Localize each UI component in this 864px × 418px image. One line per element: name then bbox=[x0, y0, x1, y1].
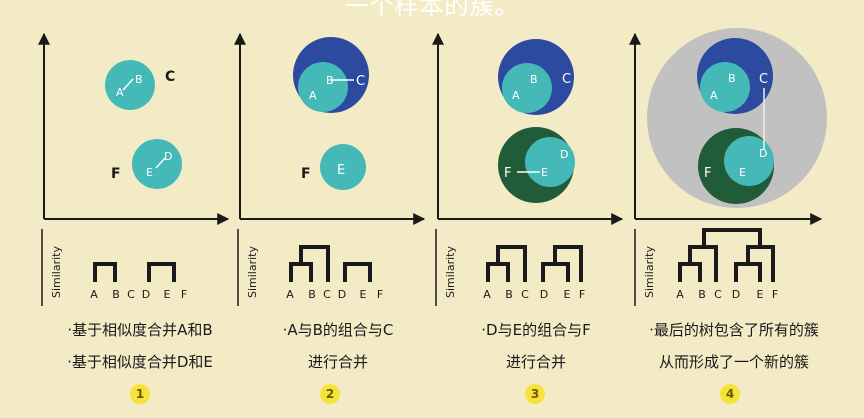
cluster-de-circle bbox=[132, 139, 182, 189]
point-f-label: F bbox=[301, 166, 311, 182]
point-c-label: C bbox=[165, 69, 175, 85]
dendrogram bbox=[486, 245, 583, 282]
point-b-label: B bbox=[135, 73, 143, 86]
leaf-f: F bbox=[377, 288, 383, 301]
point-f-label: F bbox=[111, 166, 121, 182]
caption-panel-3: ·D与E的组合与F 进行合并 bbox=[438, 314, 634, 378]
leaf-f: F bbox=[772, 288, 778, 301]
panel-3: A B C D E F Similarity A B C D E F bbox=[432, 32, 624, 306]
caption-panel-2: ·A与B的组合与C 进行合并 bbox=[240, 314, 436, 378]
cluster-ab-circle bbox=[105, 60, 155, 110]
cluster-all-circle bbox=[647, 28, 827, 208]
dendrogram bbox=[289, 245, 372, 282]
leaf-d: D bbox=[732, 288, 740, 301]
point-d-label: D bbox=[164, 150, 172, 163]
leaf-f: F bbox=[181, 288, 187, 301]
point-d-label: D bbox=[759, 147, 767, 160]
caption-line: ·A与B的组合与C bbox=[282, 321, 394, 339]
point-a-label: A bbox=[309, 89, 317, 102]
panel-1: A B C D E F Similarity A B C D E F bbox=[38, 32, 230, 306]
cluster-ab-circle bbox=[700, 62, 750, 112]
dendrogram bbox=[93, 262, 176, 282]
caption-line: ·基于相似度合并D和E bbox=[67, 353, 213, 371]
leaf-a: A bbox=[286, 288, 294, 301]
point-c-label: C bbox=[356, 74, 365, 89]
leaf-b: B bbox=[505, 288, 513, 301]
link-a-b bbox=[122, 78, 134, 91]
similarity-label: Similarity bbox=[643, 246, 656, 298]
point-e-label: E bbox=[146, 166, 153, 179]
leaf-b: B bbox=[698, 288, 706, 301]
point-b-label: B bbox=[728, 72, 736, 85]
point-a-label: A bbox=[512, 89, 520, 102]
leaf-c: C bbox=[521, 288, 529, 301]
caption-line: ·最后的树包含了所有的簇 bbox=[649, 321, 819, 339]
point-d-label: D bbox=[560, 148, 568, 161]
point-b-label: B bbox=[326, 74, 334, 87]
point-e-label: E bbox=[541, 166, 548, 179]
caption-line: 进行合并 bbox=[307, 353, 368, 371]
leaf-e: E bbox=[757, 288, 764, 301]
leaf-b: B bbox=[112, 288, 120, 301]
caption-line: 从而形成了一个新的簇 bbox=[658, 353, 809, 371]
point-e-label: E bbox=[739, 166, 746, 179]
dendrogram bbox=[678, 228, 775, 282]
leaf-e: E bbox=[564, 288, 571, 301]
similarity-label: Similarity bbox=[246, 246, 259, 298]
cluster-ab-circle bbox=[502, 63, 552, 113]
leaf-e: E bbox=[164, 288, 171, 301]
leaf-a: A bbox=[483, 288, 491, 301]
point-c-label: C bbox=[562, 72, 571, 87]
caption-line: 进行合并 bbox=[505, 353, 566, 371]
point-c-label: C bbox=[759, 72, 768, 87]
similarity-label: Similarity bbox=[444, 246, 457, 298]
panel-4: A B C D E F Similarity A B C D E F bbox=[629, 28, 827, 306]
cluster-de-circle bbox=[320, 144, 366, 190]
point-a-label: A bbox=[116, 86, 124, 99]
point-b-label: B bbox=[530, 73, 538, 86]
panel-2: A B C E F Similarity A B C D E F bbox=[234, 32, 426, 306]
leaf-d: D bbox=[540, 288, 548, 301]
leaf-d: D bbox=[142, 288, 150, 301]
point-a-label: A bbox=[710, 89, 718, 102]
step-badge-4: 4 bbox=[720, 384, 740, 404]
leaf-c: C bbox=[127, 288, 135, 301]
caption-line: ·基于相似度合并A和B bbox=[67, 321, 213, 339]
caption-panel-4: ·最后的树包含了所有的簇 从而形成了一个新的簇 bbox=[634, 314, 834, 378]
step-badge-2: 2 bbox=[320, 384, 340, 404]
similarity-label: Similarity bbox=[50, 246, 63, 298]
cluster-ab-circle bbox=[298, 62, 348, 112]
leaf-e: E bbox=[360, 288, 367, 301]
page-title: 一个样本的簇。 bbox=[344, 0, 520, 20]
link-d-e bbox=[155, 157, 166, 169]
leaf-b: B bbox=[308, 288, 316, 301]
point-f-label: F bbox=[704, 166, 711, 181]
cluster-de-circle bbox=[724, 136, 774, 186]
leaf-a: A bbox=[676, 288, 684, 301]
cluster-de-circle bbox=[525, 137, 575, 187]
caption-panel-1: ·基于相似度合并A和B ·基于相似度合并D和E bbox=[42, 314, 238, 378]
leaf-c: C bbox=[323, 288, 331, 301]
leaf-c: C bbox=[714, 288, 722, 301]
step-badge-3: 3 bbox=[525, 384, 545, 404]
point-e-label: E bbox=[337, 163, 345, 178]
step-badge-1: 1 bbox=[130, 384, 150, 404]
leaf-f: F bbox=[579, 288, 585, 301]
point-f-label: F bbox=[504, 166, 511, 181]
caption-line: ·D与E的组合与F bbox=[481, 321, 591, 339]
leaf-a: A bbox=[90, 288, 98, 301]
leaf-d: D bbox=[338, 288, 346, 301]
